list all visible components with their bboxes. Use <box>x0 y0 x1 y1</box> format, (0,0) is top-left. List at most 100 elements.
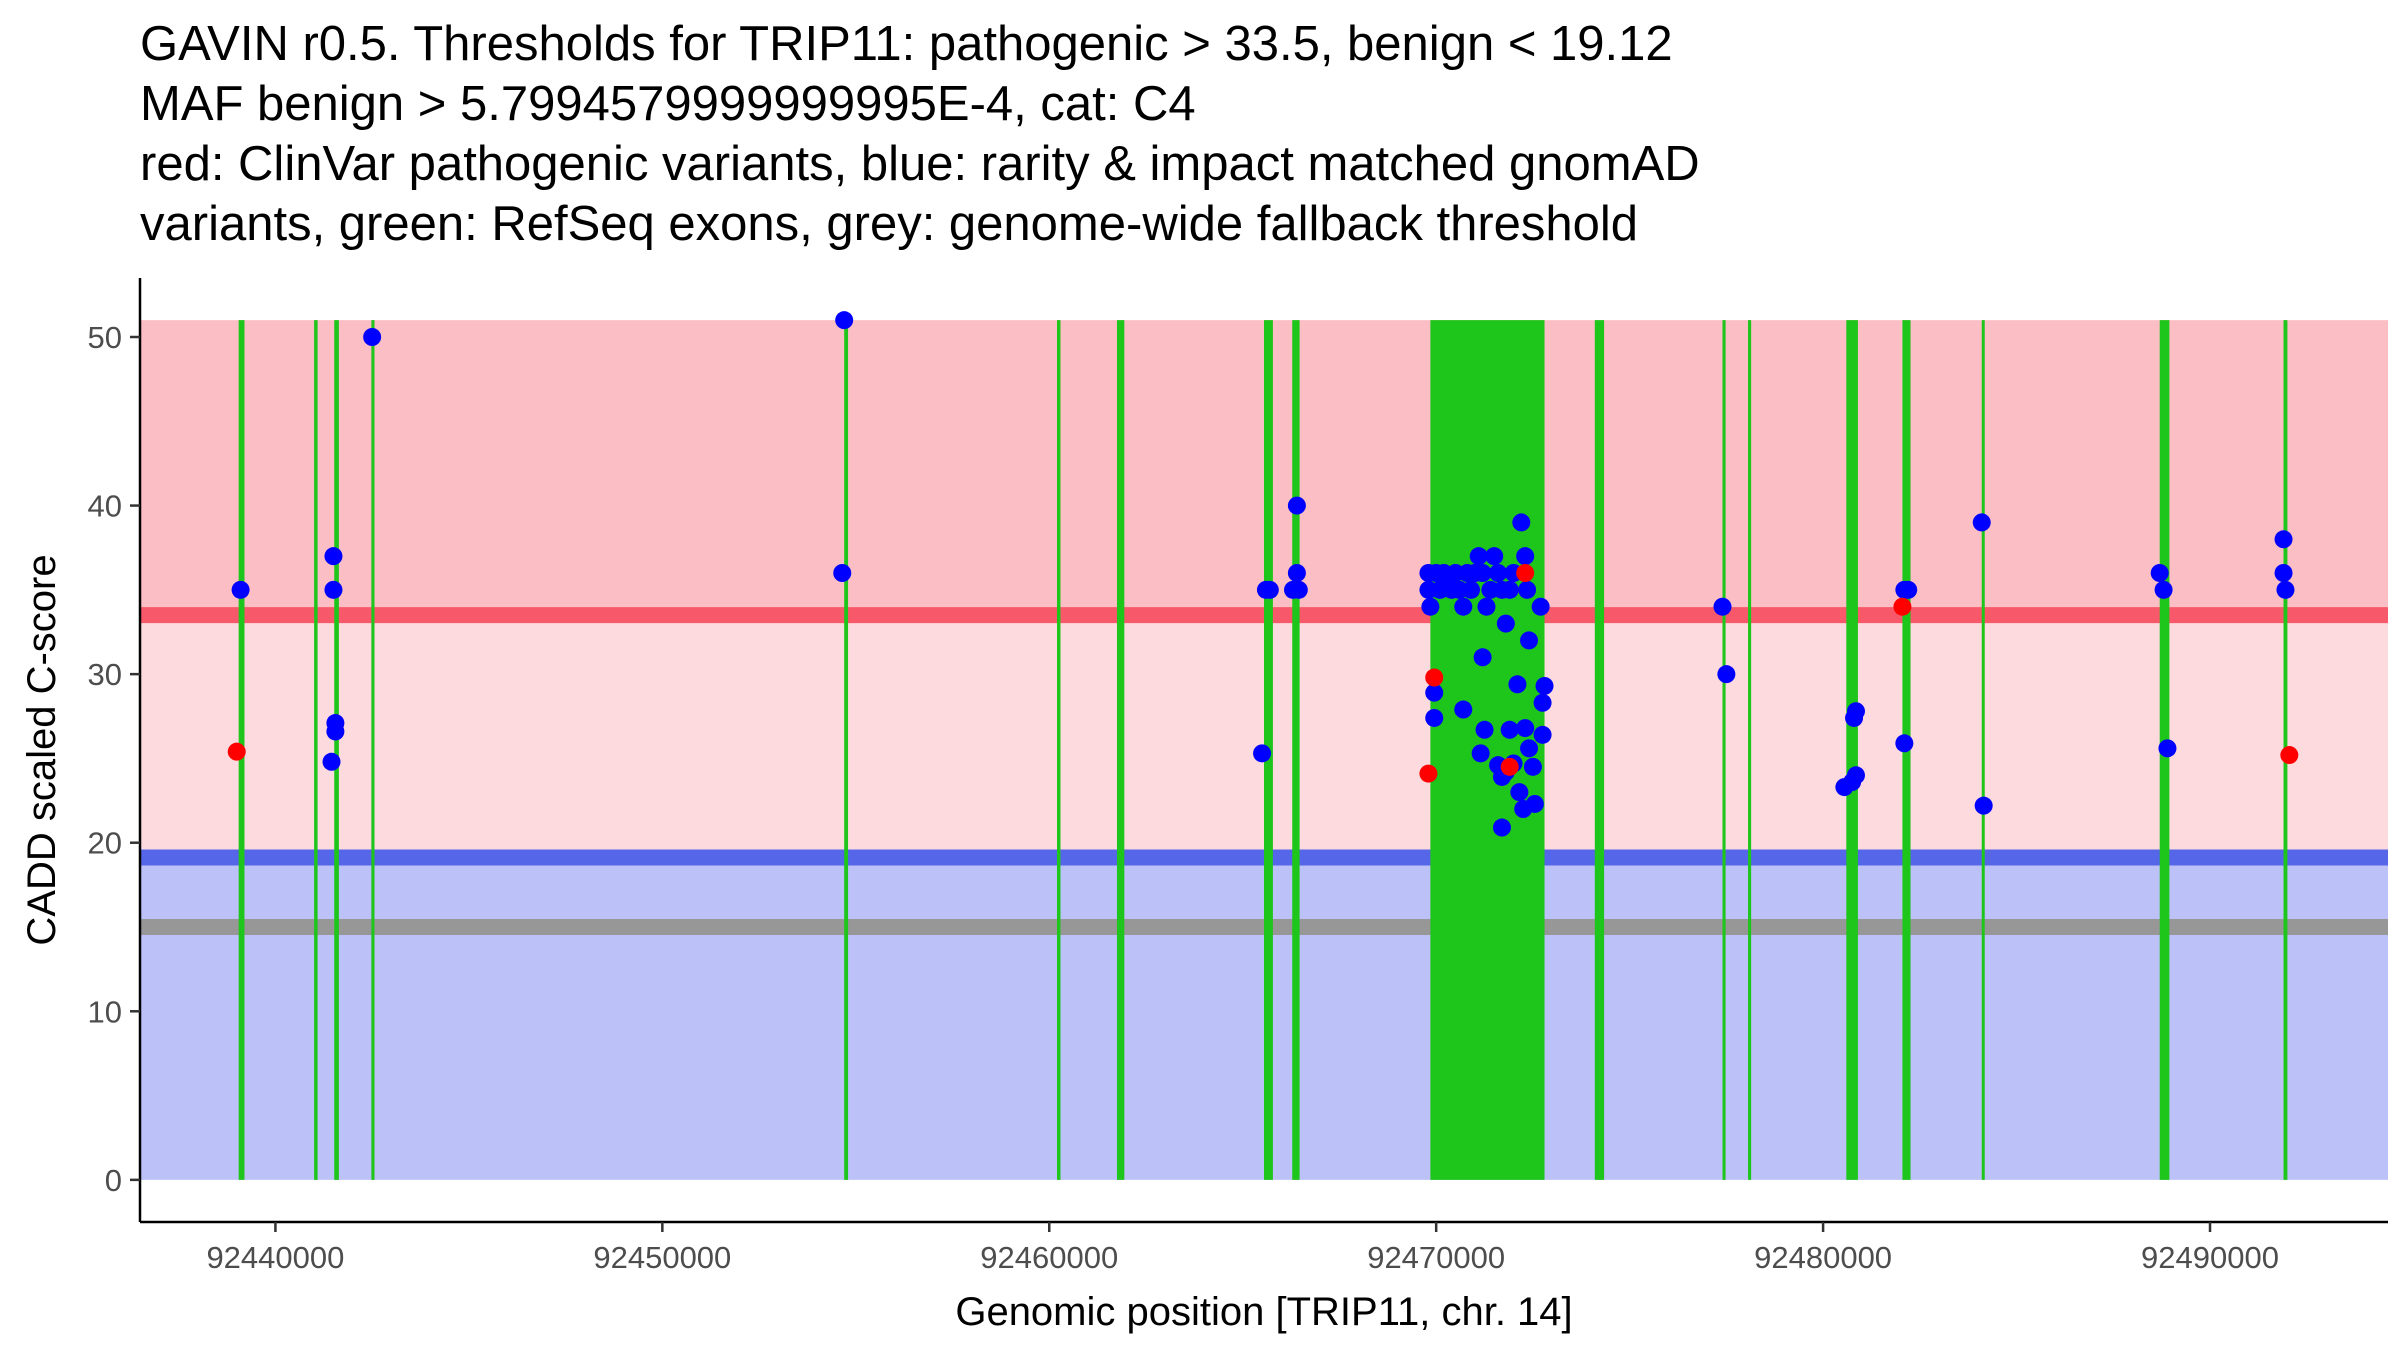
gnomad-point-31 <box>1473 564 1492 582</box>
x-tick-label-2: 92460000 <box>980 1240 1118 1275</box>
gnomad-point-68 <box>1713 597 1732 616</box>
gnomad-point-7 <box>835 311 854 330</box>
title-line-2: MAF benign > 5.7994579999999995E-4, cat:… <box>140 77 1196 131</box>
exon-bar-8 <box>1292 320 1300 1180</box>
gnomad-point-46 <box>1533 693 1552 712</box>
x-tick-label-1: 92450000 <box>593 1240 731 1275</box>
gnomad-point-49 <box>1454 700 1473 719</box>
gnomad-point-18 <box>1421 597 1440 616</box>
x-axis-title: Genomic position [TRIP11, chr. 14] <box>955 1290 1572 1334</box>
gnomad-point-55 <box>1516 719 1535 738</box>
gnomad-point-84 <box>2274 564 2293 582</box>
exon-bar-1 <box>314 320 318 1180</box>
gnomad-point-45 <box>1535 676 1554 695</box>
y-tick-label-3: 30 <box>88 657 122 692</box>
title-line-1: GAVIN r0.5. Thresholds for TRIP11: patho… <box>140 17 1673 71</box>
gnomad-point-4 <box>326 722 345 741</box>
y-tick-label-4: 40 <box>88 489 122 524</box>
gnomad-point-2 <box>324 580 343 599</box>
gnomad-point-50 <box>1473 648 1492 667</box>
gnomad-point-82 <box>2158 739 2177 758</box>
gnomad-point-67 <box>1492 818 1511 837</box>
gnomad-point-54 <box>1508 675 1527 694</box>
gnomad-point-81 <box>2154 580 2173 599</box>
gnomad-point-66 <box>1514 800 1533 818</box>
gnomad-point-83 <box>2274 530 2293 549</box>
gnomad-point-32 <box>1477 597 1496 616</box>
gnomad-point-56 <box>1520 739 1539 758</box>
y-tick-label-5: 50 <box>88 320 122 355</box>
chart-title: GAVIN r0.5. Thresholds for TRIP11: patho… <box>140 14 1700 254</box>
gnomad-point-12 <box>1287 496 1306 515</box>
y-tick-label-1: 10 <box>88 994 122 1029</box>
exon-bar-15 <box>1981 320 1985 1180</box>
exon-bar-2 <box>334 320 339 1180</box>
x-tick-label-3: 92470000 <box>1367 1240 1505 1275</box>
gnomad-point-52 <box>1471 744 1490 763</box>
gnomad-point-41 <box>1516 547 1535 566</box>
gnomad-point-30 <box>1469 547 1488 566</box>
gnomad-point-38 <box>1500 580 1519 599</box>
x-tick-label-4: 92480000 <box>1754 1240 1892 1275</box>
gnomad-point-1 <box>324 547 343 566</box>
x-tick-label-0: 92440000 <box>206 1240 344 1275</box>
gnomad-point-47 <box>1425 683 1444 702</box>
gnomad-point-53 <box>1500 720 1519 739</box>
clinvar-point-0 <box>227 742 246 761</box>
gnomad-point-5 <box>322 752 341 771</box>
gnomad-point-11 <box>1253 744 1272 763</box>
exon-bar-11 <box>1722 320 1726 1180</box>
gnomad-point-15 <box>1289 580 1308 599</box>
clinvar-point-2 <box>1425 668 1444 687</box>
exon-bar-4 <box>844 320 849 1180</box>
gnomad-point-77 <box>1895 734 1914 753</box>
y-tick-label-0: 0 <box>105 1163 122 1198</box>
exon-bar-12 <box>1748 320 1752 1180</box>
gnomad-point-74 <box>1845 708 1864 727</box>
gnomad-point-64 <box>1510 783 1529 802</box>
gnomad-point-48 <box>1425 708 1444 727</box>
title-line-3: red: ClinVar pathogenic variants, blue: … <box>140 137 1700 191</box>
gnomad-point-26 <box>1454 597 1473 616</box>
exon-bar-5 <box>1056 320 1061 1180</box>
gnomad-point-6 <box>363 328 382 346</box>
gnomad-point-72 <box>1846 766 1865 785</box>
exon-bar-10 <box>1594 320 1605 1180</box>
gnomad-point-57 <box>1523 757 1542 776</box>
exon-bar-3 <box>371 320 375 1180</box>
exon-bar-13 <box>1846 320 1858 1180</box>
clinvar-point-3 <box>1500 757 1519 776</box>
clinvar-point-5 <box>1893 597 1912 616</box>
exon-bar-6 <box>1116 320 1125 1180</box>
gnomad-point-10 <box>1260 580 1279 599</box>
gnomad-point-37 <box>1496 614 1515 633</box>
gnomad-point-28 <box>1462 580 1481 599</box>
gnomad-point-58 <box>1533 725 1552 744</box>
gnomad-point-51 <box>1475 720 1494 739</box>
gnomad-point-76 <box>1899 580 1918 599</box>
title-line-4: variants, green: RefSeq exons, grey: gen… <box>140 197 1639 251</box>
clinvar-point-1 <box>1419 764 1438 783</box>
clinvar-point-6 <box>2280 746 2299 765</box>
gnomad-point-69 <box>1717 665 1736 684</box>
y-axis-title: CADD scaled C-score <box>20 554 64 945</box>
variant-points <box>227 311 2299 837</box>
gnomad-point-78 <box>1972 513 1991 532</box>
gnomad-point-85 <box>2276 580 2295 599</box>
x-tick-label-5: 92490000 <box>2141 1240 2279 1275</box>
clinvar-point-4 <box>1516 564 1535 582</box>
gnomad-point-8 <box>833 564 852 582</box>
gnomad-point-35 <box>1489 564 1508 582</box>
gnomad-point-80 <box>2150 564 2169 582</box>
gnomad-point-13 <box>1287 564 1306 582</box>
axes: 92440000 92450000 92460000 92470000 92480000… <box>88 278 2388 1275</box>
gnomad-point-34 <box>1485 547 1504 566</box>
gnomad-point-0 <box>231 580 250 599</box>
gnomad-point-43 <box>1520 631 1539 650</box>
gnomad-point-40 <box>1512 513 1531 532</box>
gnomad-point-44 <box>1531 597 1550 616</box>
y-tick-label-2: 20 <box>88 826 122 861</box>
gnomad-point-79 <box>1974 796 1993 815</box>
gnomad-point-42 <box>1518 580 1537 599</box>
